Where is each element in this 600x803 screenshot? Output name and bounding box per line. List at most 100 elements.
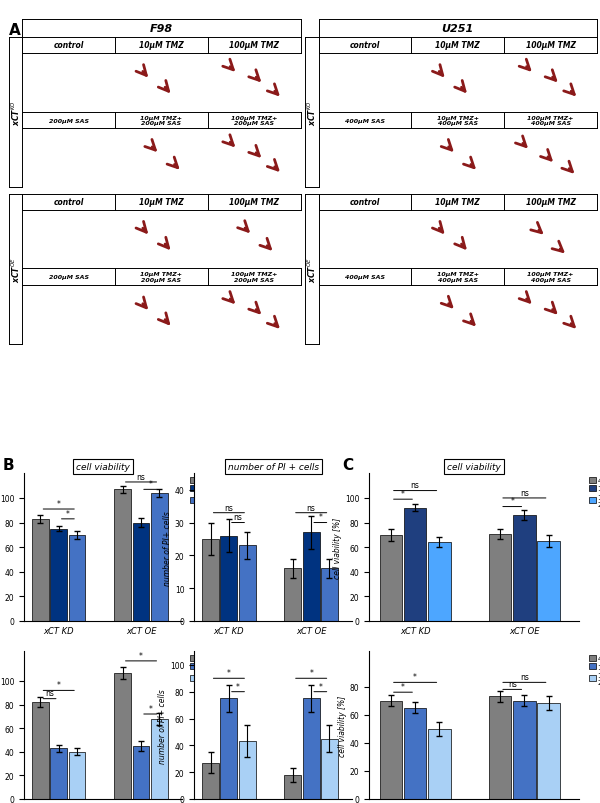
Legend: 400μM SAS, 10μM TMZ, 10μM TMZ+
200μM SAS: 400μM SAS, 10μM TMZ, 10μM TMZ+ 200μM SAS [589,477,600,507]
Text: xCT$^{OE}$: xCT$^{OE}$ [306,257,318,282]
Title: cell viability: cell viability [447,463,501,471]
Text: *: * [227,668,231,677]
Text: *: * [401,489,405,499]
Text: 100μM TMZ: 100μM TMZ [526,198,575,207]
Bar [151,719,168,799]
Text: *: * [319,513,322,522]
Text: 10μM TMZ+
400μM SAS: 10μM TMZ+ 400μM SAS [437,116,479,126]
Text: xCT$^{OE}$: xCT$^{OE}$ [10,257,22,282]
Text: 400μM SAS: 400μM SAS [345,275,385,280]
Text: control: control [53,198,84,207]
Text: ns: ns [137,472,145,481]
Text: xCT$^{KO}$: xCT$^{KO}$ [10,100,22,125]
Bar [239,741,256,799]
Y-axis label: number of PI+ cells: number of PI+ cells [163,510,172,585]
Text: U251: U251 [442,24,474,34]
Text: *: * [57,499,61,508]
Bar [404,707,426,799]
Text: F98: F98 [150,24,173,34]
Text: 100μM TMZ+
400μM SAS: 100μM TMZ+ 400μM SAS [527,116,574,126]
Bar [428,729,451,799]
Legend: 200μM SAS, 100μM TMZ, 100μM TMZ+
200μM SAS: 200μM SAS, 100μM TMZ, 100μM TMZ+ 200μM S… [190,655,247,685]
Bar [428,543,451,622]
Bar [220,536,238,622]
Text: A: A [9,22,21,38]
Text: 100μM TMZ: 100μM TMZ [229,41,279,51]
Text: control: control [350,41,380,51]
Text: ns: ns [520,672,529,681]
Text: *: * [148,704,152,713]
Bar [115,673,131,799]
Text: *: * [148,479,152,488]
Text: ns: ns [307,503,316,512]
Text: 200μM SAS: 200μM SAS [49,275,89,280]
Text: *: * [319,682,322,691]
Bar [321,569,338,622]
Bar [151,493,168,622]
Bar [32,703,49,799]
Text: *: * [139,651,143,660]
Bar [50,529,67,622]
Text: ns: ns [508,679,517,688]
Y-axis label: cell viability [%]: cell viability [%] [333,517,342,578]
Text: 100μM TMZ+
200μM SAS: 100μM TMZ+ 200μM SAS [231,116,277,126]
Text: 100μM TMZ: 100μM TMZ [526,41,575,51]
Text: 100μM TMZ: 100μM TMZ [229,198,279,207]
Text: B: B [3,458,14,473]
Text: 10μM TMZ: 10μM TMZ [436,41,480,51]
Bar [489,696,511,799]
Text: ns: ns [45,689,54,698]
Bar [133,523,149,622]
Bar [303,699,320,799]
Title: number of PI + cells: number of PI + cells [227,463,319,471]
Text: *: * [236,682,240,691]
Text: 100μM TMZ+
400μM SAS: 100μM TMZ+ 400μM SAS [527,272,574,283]
Y-axis label: number of PI+ cells: number of PI+ cells [158,688,167,763]
Text: ns: ns [224,503,233,512]
Bar [220,699,238,799]
Text: control: control [53,41,84,51]
Text: ns: ns [520,488,529,497]
Text: ns: ns [410,481,419,490]
Bar [538,541,560,622]
Bar [380,701,402,799]
Bar [538,703,560,799]
Text: *: * [57,680,61,689]
Text: C: C [342,458,353,473]
Text: *: * [510,497,514,506]
Text: *: * [413,672,417,681]
Bar [50,748,67,799]
Bar [133,746,149,799]
Bar [284,775,301,799]
Bar [115,490,131,622]
Legend: 400μM SAS, 100μM TMZ, 100μM TMZ+
200μM SAS: 400μM SAS, 100μM TMZ, 100μM TMZ+ 200μM S… [589,655,600,685]
Text: 100μM TMZ+
200μM SAS: 100μM TMZ+ 200μM SAS [231,272,277,283]
Title: cell viability: cell viability [76,463,130,471]
Text: 10μM TMZ: 10μM TMZ [139,41,184,51]
Bar [380,535,402,622]
Bar [68,752,85,799]
Bar [284,569,301,622]
Text: 10μM TMZ: 10μM TMZ [139,198,184,207]
Bar [321,739,338,799]
Bar [303,532,320,622]
Text: 10μM TMZ: 10μM TMZ [436,198,480,207]
Text: 10μM TMZ+
400μM SAS: 10μM TMZ+ 400μM SAS [437,272,479,283]
Text: *: * [66,509,70,518]
Text: *: * [309,668,313,677]
Bar [68,535,85,622]
Text: control: control [350,198,380,207]
Text: 10μM TMZ+
200μM SAS: 10μM TMZ+ 200μM SAS [140,272,182,283]
Legend: 200μM SAS, 10μM TMZ, 10μM TMZ+
200μM SAS: 200μM SAS, 10μM TMZ, 10μM TMZ+ 200μM SAS [190,477,243,507]
Bar [513,701,536,799]
Bar [239,546,256,622]
Bar [404,508,426,622]
Text: 400μM SAS: 400μM SAS [345,118,385,124]
Text: xCT$^{KO}$: xCT$^{KO}$ [306,100,318,125]
Text: *: * [401,683,405,691]
Bar [202,763,219,799]
Text: 10μM TMZ+
200μM SAS: 10μM TMZ+ 200μM SAS [140,116,182,126]
Text: ns: ns [233,513,242,522]
Y-axis label: cell viability [%]: cell viability [%] [338,695,347,756]
Bar [32,520,49,622]
